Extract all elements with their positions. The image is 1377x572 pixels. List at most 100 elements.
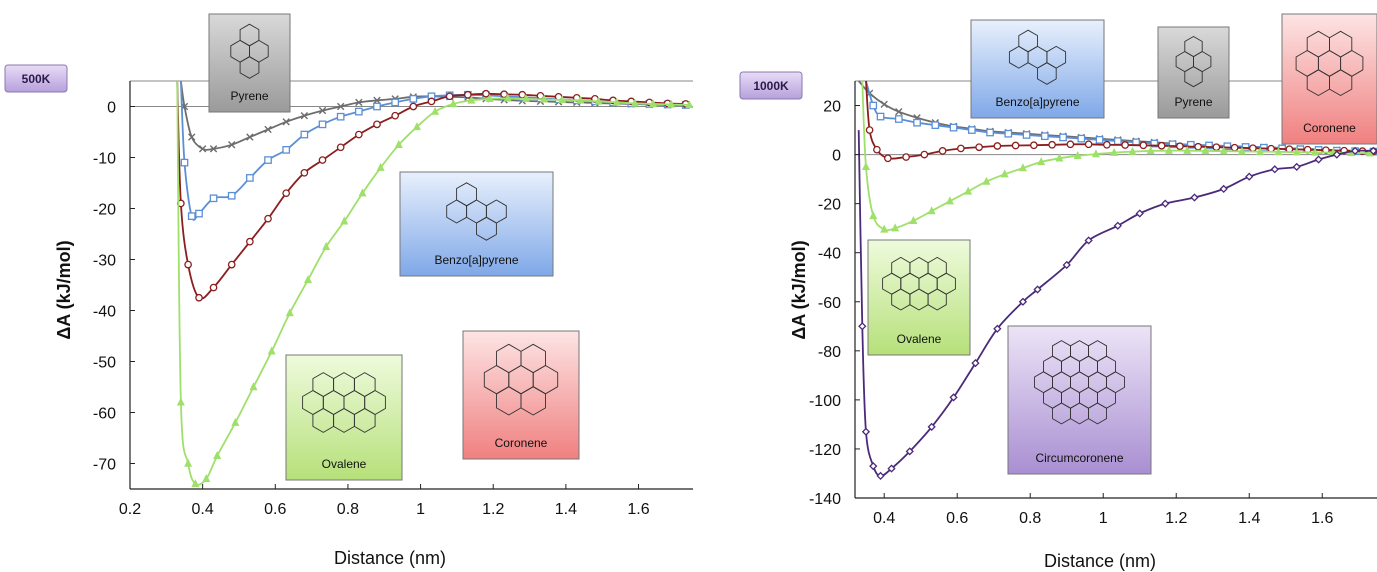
data-point xyxy=(409,95,418,103)
data-point xyxy=(1350,146,1360,156)
data-point xyxy=(467,95,476,104)
data-point xyxy=(355,98,363,107)
data-point xyxy=(540,94,549,103)
data-point xyxy=(267,346,276,355)
data-point xyxy=(920,150,929,159)
data-point xyxy=(340,216,349,225)
data-point xyxy=(187,212,196,220)
chart-panel-1000k: 1000K 20 0 -20 -40 -60 -80 -100 -120 -140 0.4 0.6 0… xyxy=(739,13,1377,571)
data-point xyxy=(322,241,331,250)
data-point xyxy=(1139,141,1148,150)
data-point xyxy=(1164,145,1173,154)
y-axis-title: ΔA (kJ/mol) xyxy=(789,240,809,339)
data-point xyxy=(1095,136,1104,144)
data-point xyxy=(1194,142,1202,151)
data-point xyxy=(264,156,272,164)
data-point xyxy=(1249,144,1257,153)
molecule-box-coronene: Coronene xyxy=(1281,13,1377,145)
data-point xyxy=(282,118,290,126)
data-point xyxy=(1212,143,1221,152)
data-point xyxy=(195,209,203,218)
pyrene-structure-icon xyxy=(1175,35,1212,88)
benzopyrene-structure-icon xyxy=(446,182,507,241)
molecule-box-label: Benzo[a]pyrene xyxy=(434,253,518,267)
data-point xyxy=(558,95,567,104)
data-point xyxy=(1241,143,1250,151)
data-point xyxy=(1000,169,1009,178)
data-point xyxy=(394,139,403,148)
data-point xyxy=(986,128,994,137)
data-point xyxy=(949,393,958,402)
molecule-box-label: Ovalene xyxy=(322,457,367,471)
data-point xyxy=(373,96,381,105)
series-line xyxy=(176,80,690,486)
molecule-box-benzopyrene: Benzo[a]pyrene xyxy=(399,171,554,277)
data-point xyxy=(482,89,490,98)
data-point xyxy=(1245,172,1254,181)
tick-labels: 20 0 -20 -40 -60 -80 -100 -120 -140 0.4 0.6 0.8 1 1.2… xyxy=(809,99,1333,527)
molecule-box-background xyxy=(285,354,403,481)
data-point xyxy=(1040,132,1049,141)
benzopyrene-structure-icon xyxy=(1008,29,1067,85)
data-point xyxy=(1292,147,1301,156)
series-circumcoronene xyxy=(857,130,1377,481)
data-point xyxy=(887,464,896,473)
x-tick-label: 1 xyxy=(1099,510,1108,527)
y-tick-label: 0 xyxy=(832,148,841,165)
data-point xyxy=(184,260,192,269)
data-point xyxy=(412,122,421,131)
data-point xyxy=(945,196,954,205)
data-point xyxy=(869,101,878,110)
data-point xyxy=(891,223,900,232)
data-point xyxy=(967,126,976,134)
temperature-label: 500K xyxy=(22,72,51,86)
data-point xyxy=(1018,163,1027,172)
data-point xyxy=(176,397,185,406)
data-point xyxy=(1121,141,1129,149)
data-point xyxy=(884,154,892,163)
data-point xyxy=(861,427,871,436)
data-point xyxy=(1270,165,1279,174)
molecule-box-ovalene: Ovalene xyxy=(285,354,403,481)
data-point xyxy=(336,102,345,111)
data-point xyxy=(285,308,294,317)
data-point xyxy=(1073,150,1082,160)
y-tick-label: 0 xyxy=(107,100,116,117)
y-tick-label: -100 xyxy=(809,393,841,410)
data-point xyxy=(1161,199,1170,208)
data-point xyxy=(318,106,327,115)
data-point xyxy=(873,145,881,154)
axes xyxy=(854,81,1377,499)
data-point xyxy=(1004,129,1013,138)
data-point xyxy=(227,260,236,269)
y-tick-label: -120 xyxy=(809,442,841,459)
molecule-box-circumcoronene: Circumcoronene xyxy=(1007,325,1152,475)
data-point xyxy=(858,322,867,331)
data-point xyxy=(1062,260,1071,270)
data-point xyxy=(1113,221,1122,230)
data-point xyxy=(685,100,693,109)
y-tick-label: -40 xyxy=(93,304,116,321)
data-point xyxy=(1332,150,1341,159)
data-point xyxy=(869,211,878,220)
x-tick-label: 0.8 xyxy=(1019,510,1041,527)
data-point xyxy=(975,143,983,152)
data-point xyxy=(300,130,309,139)
data-point xyxy=(1077,134,1086,143)
coronene-structure-icon xyxy=(1295,30,1364,97)
x-tick-label: 1 xyxy=(416,501,425,518)
data-point xyxy=(231,417,240,426)
data-point xyxy=(1223,142,1232,151)
data-point xyxy=(964,186,973,195)
data-point xyxy=(449,99,458,108)
data-point xyxy=(1310,147,1319,156)
data-point xyxy=(1091,149,1100,158)
molecule-box-ovalene: Ovalene xyxy=(867,239,971,356)
data-point xyxy=(1292,162,1301,171)
x-tick-label: 1.6 xyxy=(1311,510,1333,527)
data-point xyxy=(1150,139,1159,148)
data-point xyxy=(931,121,940,130)
x-axis-title: Distance (nm) xyxy=(334,548,446,568)
molecule-box-pyrene: Pyrene xyxy=(1157,26,1230,119)
data-point xyxy=(409,102,418,111)
